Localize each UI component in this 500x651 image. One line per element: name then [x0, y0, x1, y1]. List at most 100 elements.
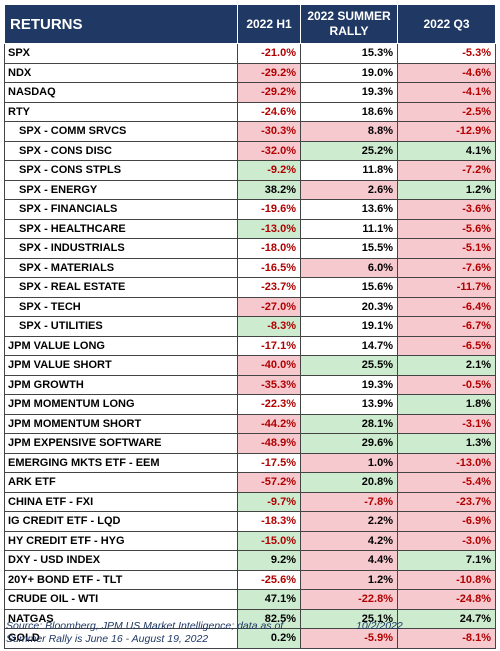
table-row: SPX - CONS DISC -32.0% 25.2% 4.1%: [4, 140, 496, 161]
row-label: SPX - MATERIALS: [4, 257, 238, 278]
summer-rally-value-cell: 19.0%: [300, 62, 398, 83]
row-label: JPM VALUE LONG: [4, 335, 238, 356]
table-row: EMERGING MKTS ETF - EEM -17.5% 1.0% -13.0%: [4, 452, 496, 473]
table-row: JPM VALUE LONG -17.1% 14.7% -6.5%: [4, 335, 496, 356]
table-row: 20Y+ BOND ETF - TLT -25.6% 1.2% -10.8%: [4, 569, 496, 590]
table-row: SPX - HEALTHCARE -13.0% 11.1% -5.6%: [4, 218, 496, 239]
h1-value-cell: -9.2%: [237, 160, 301, 181]
h1-value-cell: -19.6%: [237, 199, 301, 220]
summer-rally-value-cell: 13.6%: [300, 199, 398, 220]
summer-rally-value-cell: 2.2%: [300, 511, 398, 532]
table-row: SPX - MATERIALS -16.5% 6.0% -7.6%: [4, 257, 496, 278]
h1-value-cell: -16.5%: [237, 257, 301, 278]
row-label: JPM EXPENSIVE SOFTWARE: [4, 433, 238, 454]
row-label: SPX - TECH: [4, 296, 238, 317]
row-label: SPX - COMM SRVCS: [4, 121, 238, 142]
returns-table-container: RETURNS 2022 H1 2022 SUMMER RALLY 2022 Q…: [4, 4, 496, 649]
h1-value-cell: -57.2%: [237, 472, 301, 493]
h1-value-cell: -27.0%: [237, 296, 301, 317]
q3-value-cell: -4.1%: [397, 82, 496, 103]
row-label: JPM MOMENTUM LONG: [4, 394, 238, 415]
summer-rally-value-cell: 15.6%: [300, 277, 398, 298]
h1-value-cell: -15.0%: [237, 530, 301, 551]
summer-rally-value-cell: 1.0%: [300, 452, 398, 473]
header-summer-line1: 2022 SUMMER: [307, 9, 391, 23]
row-label: EMERGING MKTS ETF - EEM: [4, 452, 238, 473]
table-row: ARK ETF -57.2% 20.8% -5.4%: [4, 472, 496, 493]
row-label: JPM VALUE SHORT: [4, 355, 238, 376]
table-row: SPX - REAL ESTATE -23.7% 15.6% -11.7%: [4, 277, 496, 298]
returns-table: RETURNS 2022 H1 2022 SUMMER RALLY 2022 Q…: [4, 4, 496, 649]
h1-value-cell: -44.2%: [237, 413, 301, 434]
q3-value-cell: -13.0%: [397, 452, 496, 473]
h1-value-cell: 38.2%: [237, 179, 301, 200]
h1-value-cell: -13.0%: [237, 218, 301, 239]
table-row: CRUDE OIL - WTI 47.1% -22.8% -24.8%: [4, 589, 496, 610]
summer-rally-value-cell: 4.2%: [300, 530, 398, 551]
q3-value-cell: -7.6%: [397, 257, 496, 278]
h1-value-cell: 82.5%: [237, 608, 301, 629]
table-row: SPX - ENERGY 38.2% 2.6% 1.2%: [4, 179, 496, 200]
h1-value-cell: -24.6%: [237, 101, 301, 122]
q3-value-cell: -3.1%: [397, 413, 496, 434]
summer-rally-value-cell: 19.1%: [300, 316, 398, 337]
q3-value-cell: -5.1%: [397, 238, 496, 259]
table-row: SPX - INDUSTRIALS -18.0% 15.5% -5.1%: [4, 238, 496, 259]
header-summer-rally: 2022 SUMMER RALLY: [300, 4, 398, 44]
h1-value-cell: -21.0%: [237, 43, 301, 64]
table-row: SPX -21.0% 15.3% -5.3%: [4, 43, 496, 64]
q3-value-cell: -4.6%: [397, 62, 496, 83]
row-label: SPX - UTILITIES: [4, 316, 238, 337]
header-row: RETURNS 2022 H1 2022 SUMMER RALLY 2022 Q…: [4, 4, 496, 44]
header-summer-line2: RALLY: [329, 24, 369, 38]
row-label: SPX - CONS STPLS: [4, 160, 238, 181]
as-of-date: 10/2/2022: [356, 620, 403, 632]
summer-rally-value-cell: -7.8%: [300, 491, 398, 512]
row-label: GOLD: [4, 628, 238, 649]
table-row: SPX - TECH -27.0% 20.3% -6.4%: [4, 296, 496, 317]
header-2022-h1: 2022 H1: [237, 4, 301, 44]
q3-value-cell: -23.7%: [397, 491, 496, 512]
h1-value-cell: -35.3%: [237, 374, 301, 395]
header-2022-q3: 2022 Q3: [397, 4, 496, 44]
q3-value-cell: 1.3%: [397, 433, 496, 454]
row-label: DXY - USD INDEX: [4, 550, 238, 571]
summer-rally-value-cell: 15.3%: [300, 43, 398, 64]
returns-table-body: SPX -21.0% 15.3% -5.3% NDX -29.2% 19.0% -4.6% NA…: [4, 43, 496, 649]
q3-value-cell: 4.1%: [397, 140, 496, 161]
table-row: RTY -24.6% 18.6% -2.5%: [4, 101, 496, 122]
q3-value-cell: -6.9%: [397, 511, 496, 532]
row-label: IG CREDIT ETF - LQD: [4, 511, 238, 532]
row-label: ARK ETF: [4, 472, 238, 493]
table-row: JPM MOMENTUM SHORT -44.2% 28.1% -3.1%: [4, 413, 496, 434]
source-line-2: Summer Rally is June 16 - August 19, 202…: [6, 633, 209, 645]
summer-rally-value-cell: 19.3%: [300, 374, 398, 395]
q3-value-cell: 7.1%: [397, 550, 496, 571]
q3-value-cell: -6.4%: [397, 296, 496, 317]
table-row: IG CREDIT ETF - LQD -18.3% 2.2% -6.9%: [4, 511, 496, 532]
h1-value-cell: -25.6%: [237, 569, 301, 590]
summer-rally-value-cell: -22.8%: [300, 589, 398, 610]
summer-rally-value-cell: 28.1%: [300, 413, 398, 434]
q3-value-cell: -6.5%: [397, 335, 496, 356]
summer-rally-value-cell: 4.4%: [300, 550, 398, 571]
row-label: NDX: [4, 62, 238, 83]
row-label: CHINA ETF - FXI: [4, 491, 238, 512]
summer-rally-value-cell: 14.7%: [300, 335, 398, 356]
h1-value-cell: 9.2%: [237, 550, 301, 571]
table-row: NDX -29.2% 19.0% -4.6%: [4, 62, 496, 83]
h1-value-cell: -17.1%: [237, 335, 301, 356]
q3-value-cell: -11.7%: [397, 277, 496, 298]
row-label: SPX - HEALTHCARE: [4, 218, 238, 239]
h1-value-cell: -48.9%: [237, 433, 301, 454]
row-label: NASDAQ: [4, 82, 238, 103]
table-row: SPX - UTILITIES -8.3% 19.1% -6.7%: [4, 316, 496, 337]
q3-value-cell: -6.7%: [397, 316, 496, 337]
q3-value-cell: 1.2%: [397, 179, 496, 200]
row-label: SPX - CONS DISC: [4, 140, 238, 161]
q3-value-cell: -2.5%: [397, 101, 496, 122]
table-row: JPM MOMENTUM LONG -22.3% 13.9% 1.8%: [4, 394, 496, 415]
h1-value-cell: -22.3%: [237, 394, 301, 415]
row-label: JPM MOMENTUM SHORT: [4, 413, 238, 434]
summer-rally-value-cell: 29.6%: [300, 433, 398, 454]
